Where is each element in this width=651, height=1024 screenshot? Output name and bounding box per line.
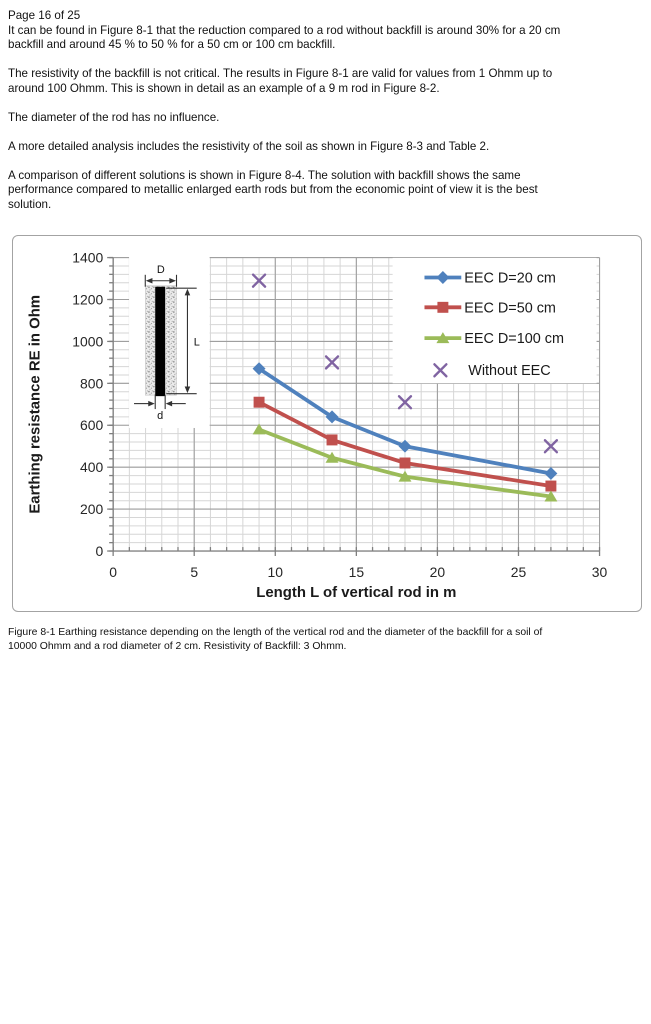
y-tick-label: 400 bbox=[80, 459, 103, 475]
legend: EEC D=20 cm EEC D=50 cm EEC D=100 cm Withou… bbox=[392, 257, 597, 384]
series-without-eec bbox=[251, 273, 559, 454]
legend-item: Without EEC bbox=[433, 363, 551, 379]
x-tick-label: 25 bbox=[511, 564, 527, 580]
series-line bbox=[257, 400, 553, 488]
legend-item-label: EEC D=100 cm bbox=[464, 331, 564, 347]
data-point-marker bbox=[398, 439, 412, 453]
inset-label-D: D bbox=[157, 264, 165, 276]
data-point-marker bbox=[399, 457, 411, 469]
data-point-marker bbox=[544, 467, 558, 480]
data-point-marker bbox=[398, 470, 412, 482]
data-point-marker bbox=[436, 271, 450, 284]
paragraph-5: A comparison of different solutions is s… bbox=[8, 168, 538, 211]
legend-item: EEC D=100 cm bbox=[424, 331, 564, 347]
rod-graphic bbox=[155, 286, 166, 397]
data-point-marker bbox=[545, 480, 557, 492]
data-point-marker bbox=[324, 355, 340, 370]
data-point-marker bbox=[252, 362, 266, 376]
x-tick-label: 5 bbox=[190, 564, 198, 580]
x-tick-label: 10 bbox=[268, 564, 284, 580]
page-number: Page 16 of 25 bbox=[8, 9, 81, 22]
paragraph-4: A more detailed analysis includes the re… bbox=[8, 139, 490, 153]
inset-label-d: d bbox=[157, 410, 163, 422]
legend-item-label: EEC D=50 cm bbox=[464, 300, 556, 316]
x-tick-label: 30 bbox=[592, 564, 608, 580]
data-point-marker bbox=[544, 490, 558, 502]
y-axis-title: Earthing resistance RE in Ohm bbox=[27, 295, 44, 514]
paragraph-1: It can be found in Figure 8-1 that the r… bbox=[8, 23, 561, 52]
data-point-marker bbox=[326, 434, 338, 446]
series-line bbox=[257, 366, 553, 476]
legend-item: EEC D=50 cm bbox=[424, 300, 556, 316]
x-tick-label: 15 bbox=[349, 564, 365, 580]
y-tick-label: 1400 bbox=[72, 250, 103, 266]
data-point-marker bbox=[437, 301, 449, 313]
figure-caption: Figure 8-1 Earthing resistance depending… bbox=[8, 627, 543, 653]
data-point-marker bbox=[543, 439, 559, 454]
y-tick-label: 1000 bbox=[72, 333, 103, 349]
series-eec-d-20-cm bbox=[252, 362, 558, 480]
paragraph-3: The diameter of the rod has no influence… bbox=[8, 110, 220, 124]
data-point-marker bbox=[436, 332, 450, 344]
series-eec-d-100-cm bbox=[252, 423, 558, 502]
y-tick-label: 0 bbox=[95, 543, 103, 559]
data-point-marker bbox=[252, 423, 266, 435]
y-tick-label: 600 bbox=[80, 417, 103, 433]
figure-8-1-chart: 0 200 400 600 800 1000 1200 1400 0 5 10 15 20 25 30 Ear… bbox=[12, 235, 642, 612]
paragraph-2: The resistivity of the backfill is not c… bbox=[8, 67, 553, 95]
body-text: Page 16 of 25 It can be found in Figure … bbox=[8, 9, 644, 227]
y-tick-label: 200 bbox=[80, 501, 103, 517]
x-axis-title: Length L of vertical rod in m bbox=[256, 584, 456, 601]
data-point-marker bbox=[325, 451, 339, 463]
y-tick-label: 1200 bbox=[72, 291, 103, 307]
rod-diagram-inset: D Ld bbox=[129, 256, 210, 428]
legend-item: EEC D=20 cm bbox=[424, 270, 556, 286]
data-point-marker bbox=[253, 396, 265, 408]
axes bbox=[107, 256, 601, 556]
data-point-marker bbox=[397, 395, 413, 410]
earthing-resistance-chart: 0 200 400 600 800 1000 1200 1400 0 5 10 15 20 25 30 Ear… bbox=[27, 250, 608, 601]
inset-label-L: L bbox=[194, 336, 200, 348]
x-tick-label: 0 bbox=[109, 564, 117, 580]
legend-item-label: EEC D=20 cm bbox=[464, 270, 556, 286]
x-tick-label: 20 bbox=[430, 564, 446, 580]
y-tick-label: 800 bbox=[80, 375, 103, 391]
data-point-marker bbox=[433, 363, 448, 378]
legend-item-label: Without EEC bbox=[468, 363, 550, 379]
data-point-marker bbox=[325, 410, 339, 424]
series-line bbox=[257, 427, 553, 499]
series-eec-d-50-cm bbox=[253, 396, 557, 492]
data-point-marker bbox=[251, 273, 267, 288]
